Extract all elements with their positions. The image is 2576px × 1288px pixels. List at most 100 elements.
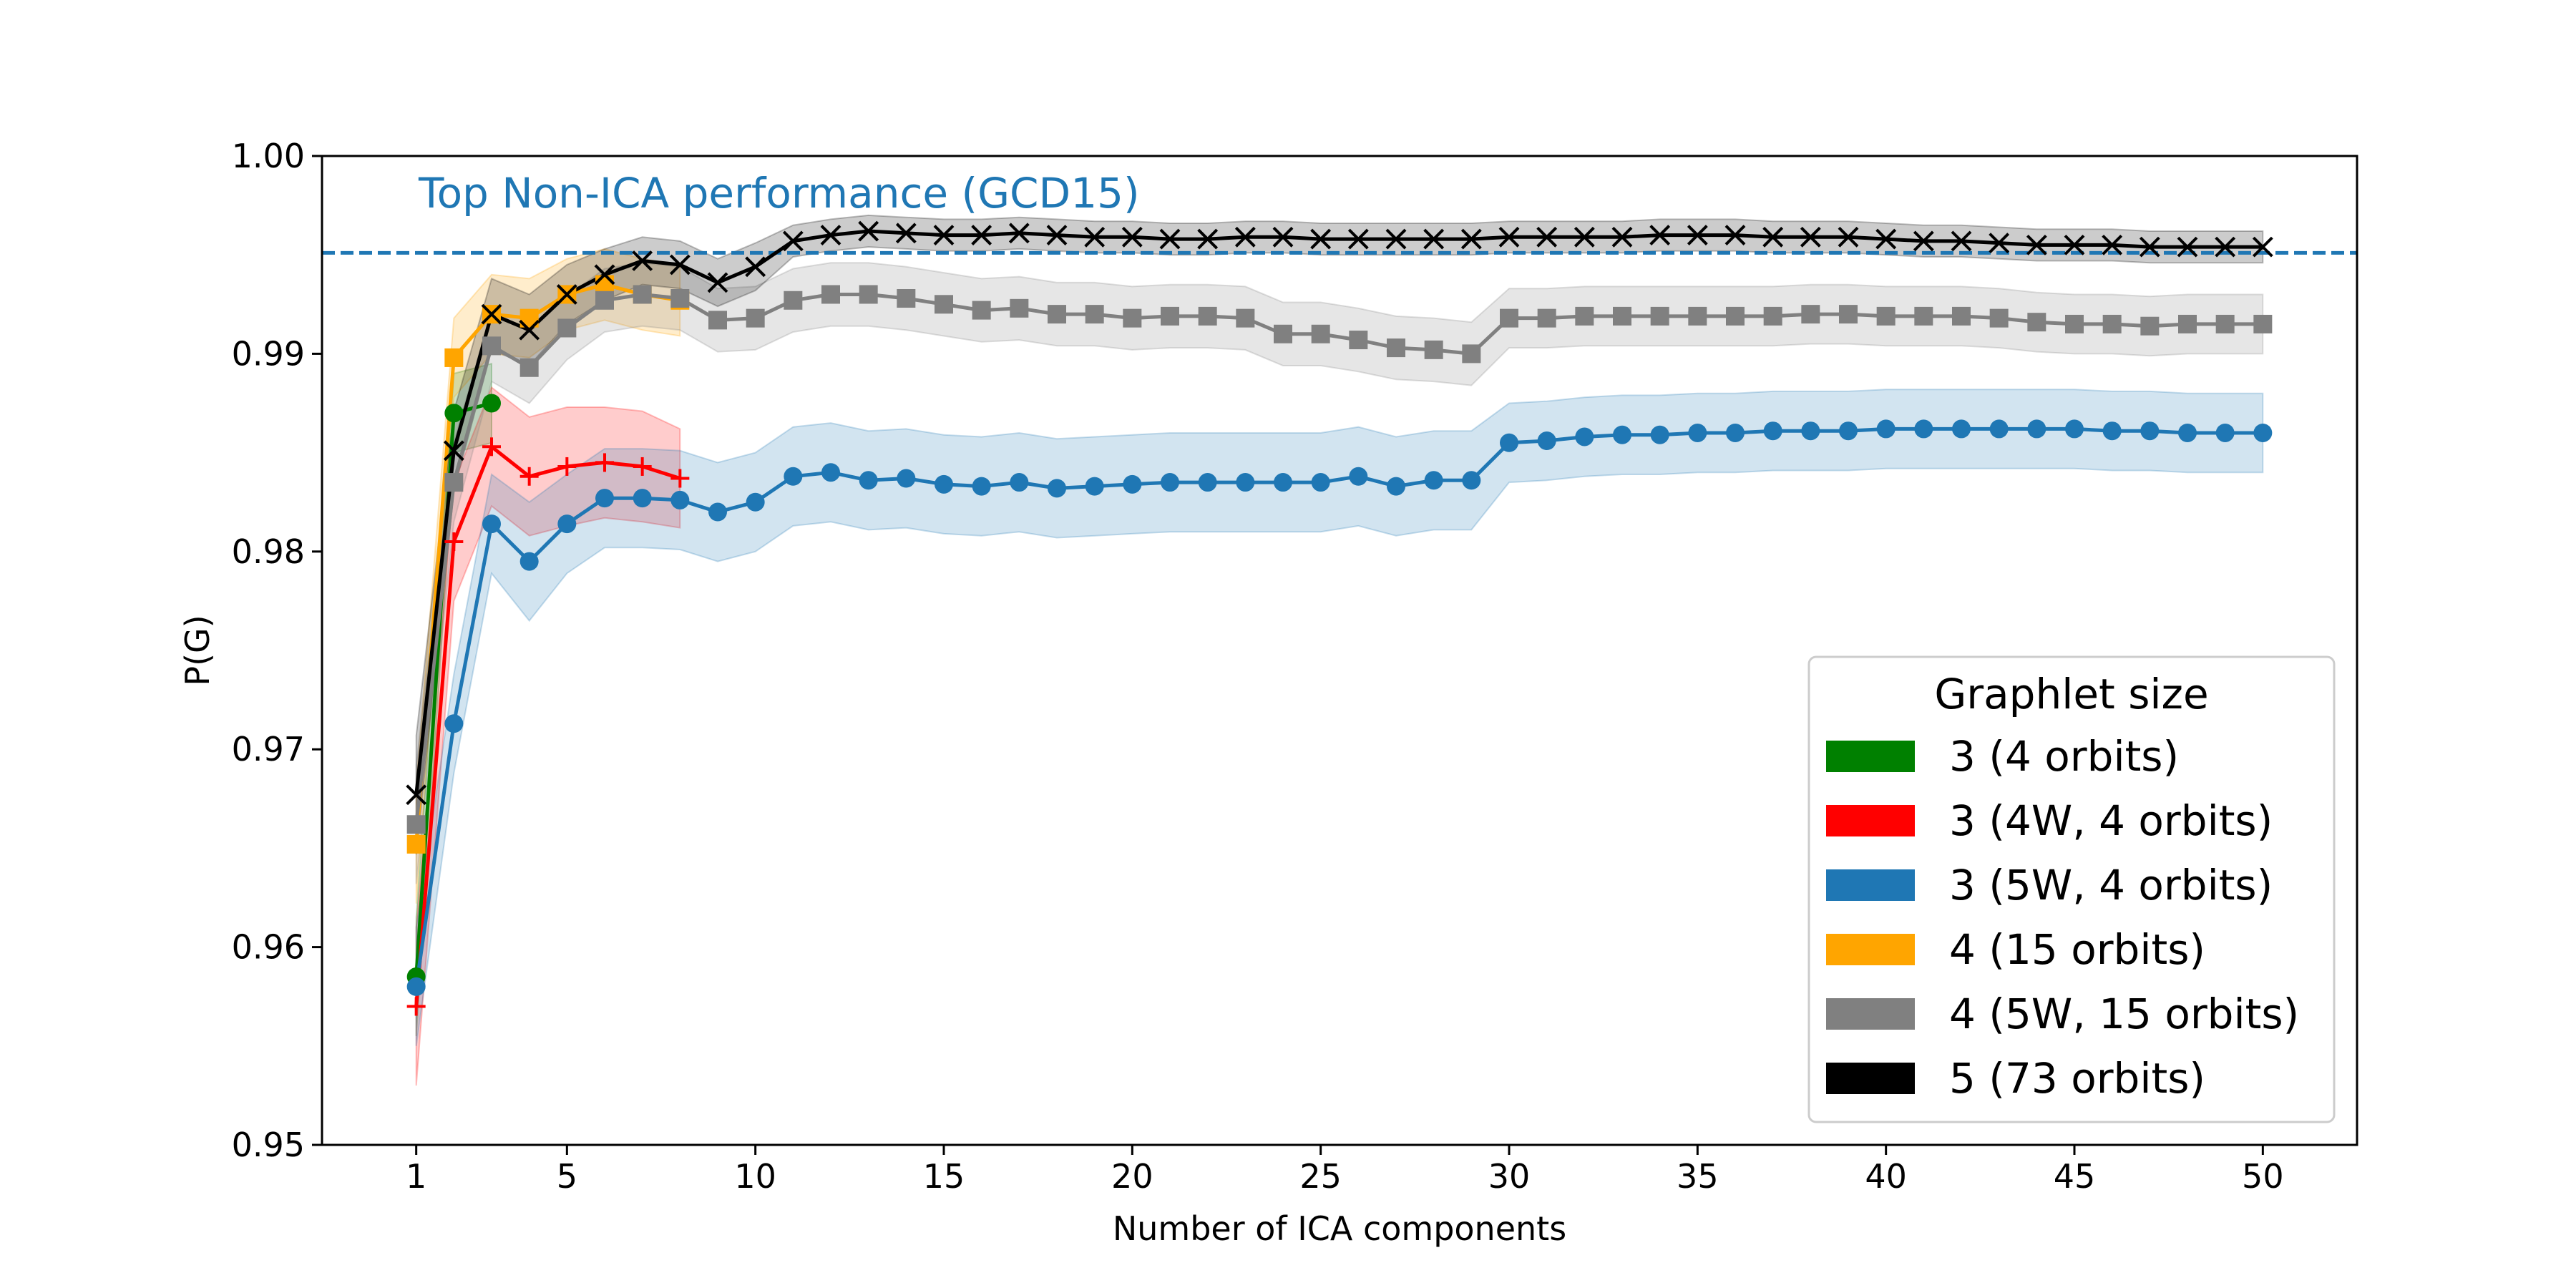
point-4-5w-15-orbits-12 <box>821 285 840 304</box>
point-3-5w-4-orbits-20 <box>1123 474 1142 494</box>
point-5-73-orbits-50 <box>2252 236 2273 258</box>
point-5-73-orbits-17 <box>1008 223 1030 244</box>
legend-swatch-3-4-orbits <box>1826 741 1915 772</box>
point-3-5w-4-orbits-34 <box>1650 425 1669 444</box>
legend-swatch-3-5w-4-orbits <box>1826 869 1915 901</box>
point-5-73-orbits-11 <box>782 230 804 252</box>
point-4-5w-15-orbits-21 <box>1161 306 1179 326</box>
x-tick-label-40: 40 <box>1865 1157 1907 1196</box>
point-4-5w-15-orbits-1 <box>406 815 426 834</box>
point-5-73-orbits-46 <box>2102 234 2123 255</box>
point-3-5w-4-orbits-46 <box>2102 421 2122 441</box>
point-4-5w-15-orbits-6 <box>595 291 614 310</box>
point-5-73-orbits-36 <box>1724 225 1746 245</box>
point-3-4-orbits-3 <box>482 394 501 413</box>
point-3-5w-4-orbits-28 <box>1424 471 1443 490</box>
legend-items: 3 (4 orbits) 3 (4W, 4 orbits) 3 (5W, 4 orb… <box>1826 732 2299 1103</box>
point-4-5w-15-orbits-2 <box>444 473 464 492</box>
point-4-5w-15-orbits-19 <box>1085 305 1104 324</box>
legend-label-3-4w-4-orbits: 3 (4W, 4 orbits) <box>1949 796 2273 845</box>
point-5-73-orbits-29 <box>1460 228 1482 250</box>
point-3-5w-4-orbits-30 <box>1500 433 1518 452</box>
point-3-5w-4-orbits-5 <box>557 514 577 534</box>
legend-title: Graphlet size <box>1934 670 2208 718</box>
x-tick-label-50: 50 <box>2242 1157 2284 1196</box>
point-5-73-orbits-14 <box>895 223 917 244</box>
point-4-5w-15-orbits-48 <box>2178 314 2197 333</box>
point-3-5w-4-orbits-12 <box>821 463 840 482</box>
point-5-73-orbits-8 <box>669 254 691 275</box>
point-4-5w-15-orbits-31 <box>1537 308 1556 328</box>
point-5-73-orbits-24 <box>1272 226 1294 248</box>
point-4-5w-15-orbits-34 <box>1650 306 1669 326</box>
y-tick-label-4: 0.99 <box>232 334 305 373</box>
point-3-5w-4-orbits-21 <box>1161 473 1179 492</box>
x-tick-label-35: 35 <box>1677 1157 1719 1196</box>
x-tick-label-5: 5 <box>557 1157 577 1196</box>
markers-3-4w-4-orbits <box>406 437 690 1016</box>
point-5-73-orbits-39 <box>1838 226 1859 248</box>
point-5-73-orbits-10 <box>745 256 766 278</box>
line-5-73-orbits <box>414 229 2263 796</box>
point-5-73-orbits-33 <box>1611 226 1633 248</box>
point-4-5w-15-orbits-44 <box>2027 313 2046 332</box>
point-4-5w-15-orbits-47 <box>2140 316 2160 336</box>
point-3-5w-4-orbits-13 <box>859 471 878 490</box>
point-3-5w-4-orbits-4 <box>519 552 539 571</box>
point-3-5w-4-orbits-31 <box>1537 431 1556 451</box>
axes: 1 5 10 15 20 25 30 35 40 45 500.950.960.970.980.99… <box>232 137 2358 1196</box>
point-5-73-orbits-3 <box>481 303 502 325</box>
legend-label-3-5w-4-orbits: 3 (5W, 4 orbits) <box>1949 861 2273 909</box>
point-4-5w-15-orbits-39 <box>1839 305 1858 324</box>
point-4-5w-15-orbits-37 <box>1763 306 1782 326</box>
point-5-73-orbits-18 <box>1046 225 1068 245</box>
point-3-5w-4-orbits-50 <box>2253 423 2273 442</box>
point-4-5w-15-orbits-40 <box>1876 306 1896 326</box>
point-4-5w-15-orbits-22 <box>1198 306 1217 326</box>
y-tick-label-1: 0.96 <box>232 928 305 967</box>
point-5-73-orbits-44 <box>2026 234 2047 255</box>
point-5-73-orbits-48 <box>2177 236 2198 258</box>
point-5-73-orbits-28 <box>1423 228 1445 250</box>
x-tick-label-25: 25 <box>1299 1157 1342 1196</box>
point-3-4w-4-orbits-6 <box>595 453 614 472</box>
point-3-5w-4-orbits-18 <box>1048 479 1066 498</box>
point-3-4w-4-orbits-2 <box>444 532 464 551</box>
point-3-5w-4-orbits-24 <box>1274 473 1292 492</box>
point-4-5w-15-orbits-15 <box>935 295 953 314</box>
point-3-5w-4-orbits-38 <box>1801 421 1820 441</box>
point-4-5w-15-orbits-25 <box>1311 324 1330 343</box>
legend-swatch-4-15-orbits <box>1826 934 1915 965</box>
point-3-4w-4-orbits-7 <box>633 457 652 476</box>
point-4-5w-15-orbits-3 <box>482 336 501 356</box>
series-markers <box>406 220 2273 1016</box>
x-axis-title: Number of ICA components <box>1113 1209 1566 1248</box>
point-4-5w-15-orbits-43 <box>1989 308 2009 328</box>
y-tick-label-2: 0.97 <box>232 730 305 769</box>
point-3-4w-4-orbits-8 <box>670 469 690 488</box>
point-5-73-orbits-31 <box>1536 226 1558 248</box>
point-5-73-orbits-42 <box>1951 230 1972 252</box>
point-4-5w-15-orbits-9 <box>708 311 727 330</box>
point-5-73-orbits-35 <box>1687 225 1708 245</box>
legend-label-4-15-orbits: 4 (15 orbits) <box>1949 925 2205 974</box>
point-3-5w-4-orbits-41 <box>1914 419 1933 439</box>
point-3-5w-4-orbits-11 <box>784 467 803 486</box>
point-3-5w-4-orbits-19 <box>1085 477 1104 496</box>
point-5-73-orbits-25 <box>1310 228 1332 250</box>
x-tick-label-15: 15 <box>923 1157 965 1196</box>
point-5-73-orbits-49 <box>2215 236 2236 258</box>
band-3-5w-4-orbits <box>415 389 2264 1046</box>
y-tick-label-3: 0.98 <box>232 532 305 571</box>
point-4-15-orbits-2 <box>444 348 464 367</box>
legend-swatch-3-4w-4-orbits <box>1826 805 1915 836</box>
legend-label-5-73-orbits: 5 (73 orbits) <box>1949 1054 2205 1103</box>
point-4-5w-15-orbits-41 <box>1914 306 1933 326</box>
y-axis-title: P(G) <box>178 615 217 686</box>
point-3-5w-4-orbits-45 <box>2065 419 2084 439</box>
point-5-73-orbits-19 <box>1084 226 1106 248</box>
x-tick-label-30: 30 <box>1488 1157 1531 1196</box>
point-4-5w-15-orbits-7 <box>633 285 652 304</box>
point-3-5w-4-orbits-14 <box>897 469 916 488</box>
